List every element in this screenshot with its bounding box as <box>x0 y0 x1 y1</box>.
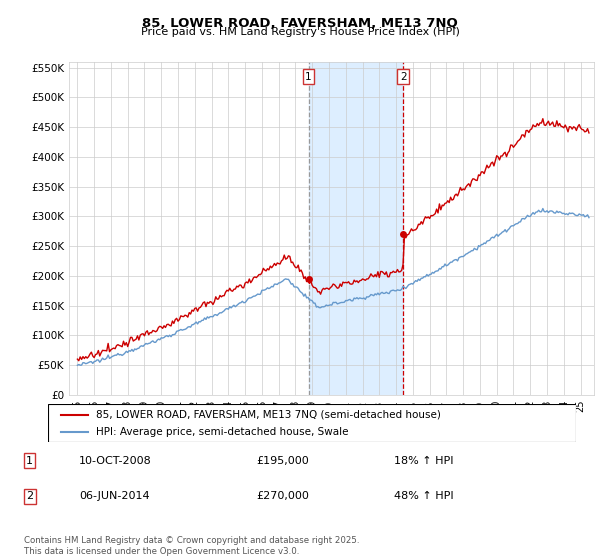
Text: Price paid vs. HM Land Registry's House Price Index (HPI): Price paid vs. HM Land Registry's House … <box>140 27 460 38</box>
Text: Contains HM Land Registry data © Crown copyright and database right 2025.
This d: Contains HM Land Registry data © Crown c… <box>24 536 359 556</box>
Text: 1: 1 <box>305 72 312 82</box>
Text: 2: 2 <box>26 491 33 501</box>
Text: 85, LOWER ROAD, FAVERSHAM, ME13 7NQ: 85, LOWER ROAD, FAVERSHAM, ME13 7NQ <box>142 17 458 30</box>
Text: 85, LOWER ROAD, FAVERSHAM, ME13 7NQ (semi-detached house): 85, LOWER ROAD, FAVERSHAM, ME13 7NQ (sem… <box>95 409 440 419</box>
Text: £270,000: £270,000 <box>256 491 309 501</box>
Text: HPI: Average price, semi-detached house, Swale: HPI: Average price, semi-detached house,… <box>95 427 348 437</box>
Text: 10-OCT-2008: 10-OCT-2008 <box>79 456 152 466</box>
Text: £195,000: £195,000 <box>256 456 308 466</box>
Text: 1: 1 <box>26 456 33 466</box>
Text: 2: 2 <box>400 72 407 82</box>
Bar <box>308 62 403 395</box>
FancyBboxPatch shape <box>48 404 576 442</box>
Text: 48% ↑ HPI: 48% ↑ HPI <box>394 491 454 501</box>
Text: 18% ↑ HPI: 18% ↑ HPI <box>394 456 454 466</box>
Text: 06-JUN-2014: 06-JUN-2014 <box>79 491 150 501</box>
